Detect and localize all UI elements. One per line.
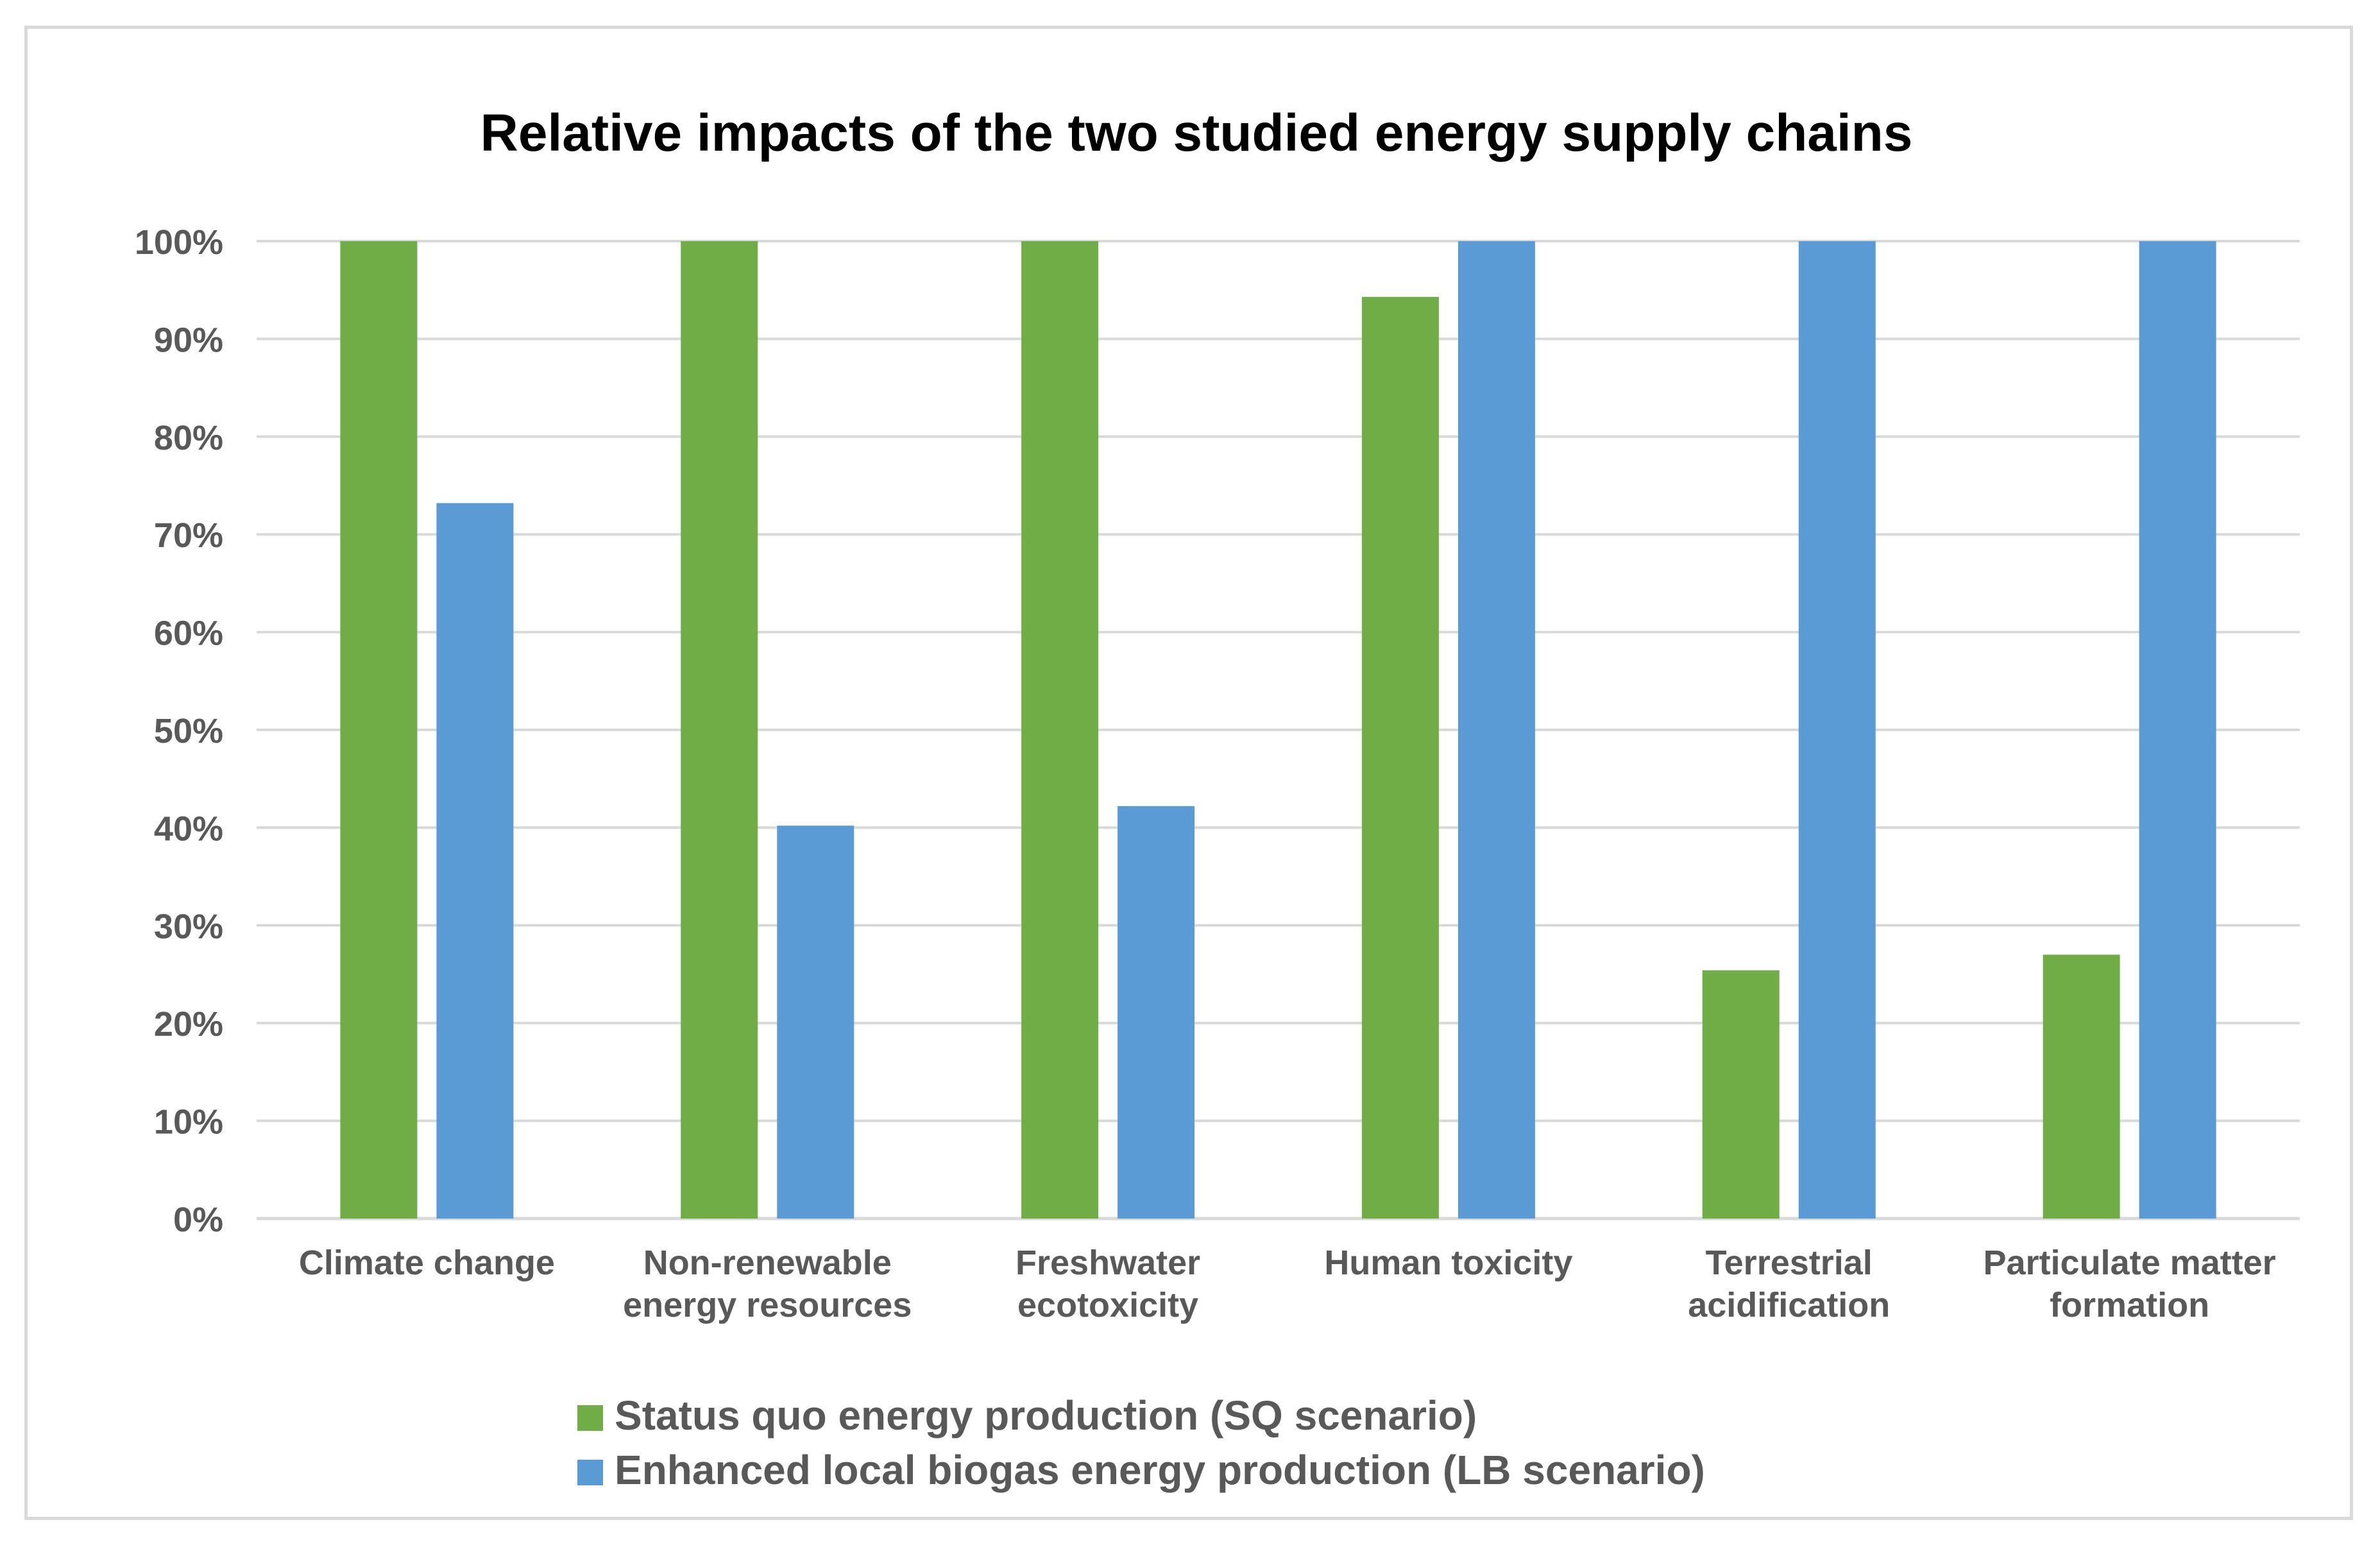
x-category-label: formation bbox=[2050, 1286, 2209, 1324]
x-category-label: Particulate matter bbox=[1983, 1244, 2275, 1282]
x-category-label: acidification bbox=[1688, 1286, 1890, 1324]
y-tick-label: 0% bbox=[173, 1201, 223, 1239]
x-category-label: energy resources bbox=[623, 1286, 912, 1324]
y-tick-label: 70% bbox=[154, 516, 223, 555]
gridlines bbox=[257, 240, 2300, 1220]
y-tick-label: 60% bbox=[154, 614, 223, 653]
legend-label-lb: Enhanced local biogas energy production … bbox=[615, 1447, 1705, 1493]
y-axis-ticks: 0% 10% 20% 30% 40% 50% 60% 70% 80% 90% 100% bbox=[135, 223, 223, 1239]
bar-sq-1 bbox=[681, 241, 758, 1219]
legend-swatch-lb bbox=[577, 1460, 603, 1485]
x-category-label: Human toxicity bbox=[1324, 1244, 1572, 1282]
bar-lb-4 bbox=[1798, 241, 1876, 1219]
y-tick-label: 10% bbox=[154, 1103, 223, 1142]
bar-lb-5 bbox=[2139, 241, 2216, 1219]
x-category-label: Climate change bbox=[299, 1244, 555, 1282]
bar-sq-3 bbox=[1361, 296, 1439, 1219]
bar-sq-0 bbox=[340, 241, 418, 1219]
y-tick-label: 30% bbox=[154, 908, 223, 946]
y-tick-label: 80% bbox=[154, 419, 223, 457]
y-tick-label: 90% bbox=[154, 321, 223, 359]
bar-sq-4 bbox=[1702, 970, 1780, 1219]
bar-lb-0 bbox=[436, 503, 514, 1219]
legend-label-sq: Status quo energy production (SQ scenari… bbox=[615, 1392, 1477, 1439]
y-tick-label: 100% bbox=[135, 223, 223, 262]
bar-lb-3 bbox=[1458, 241, 1535, 1219]
y-tick-label: 50% bbox=[154, 712, 223, 750]
x-category-label: Non-renewable bbox=[643, 1244, 892, 1282]
x-category-label: ecotoxicity bbox=[1017, 1286, 1198, 1324]
x-axis-labels: Climate change Non-renewable energy resour… bbox=[299, 1244, 2276, 1324]
legend-swatch-sq bbox=[577, 1405, 603, 1431]
y-tick-label: 20% bbox=[154, 1005, 223, 1043]
x-category-label: Terrestrial bbox=[1706, 1244, 1873, 1282]
x-category-label: Freshwater bbox=[1016, 1244, 1200, 1282]
bar-lb-1 bbox=[777, 825, 854, 1219]
y-tick-label: 40% bbox=[154, 809, 223, 848]
bar-sq-2 bbox=[1021, 241, 1099, 1219]
chart-title: Relative impacts of the two studied ener… bbox=[480, 104, 1913, 162]
bar-lb-2 bbox=[1118, 806, 1195, 1219]
legend: Status quo energy production (SQ scenari… bbox=[577, 1392, 1705, 1493]
bars bbox=[340, 241, 2216, 1219]
bar-sq-5 bbox=[2043, 954, 2120, 1219]
